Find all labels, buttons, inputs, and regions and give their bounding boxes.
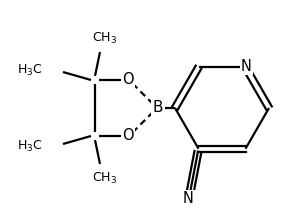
Text: B: B	[153, 100, 163, 116]
Text: N: N	[241, 59, 252, 74]
Text: O: O	[122, 73, 134, 87]
Text: N: N	[183, 191, 194, 206]
Text: CH$_3$: CH$_3$	[92, 30, 118, 46]
Text: O: O	[122, 129, 134, 143]
Text: H$_3$C: H$_3$C	[17, 138, 43, 154]
Text: H$_3$C: H$_3$C	[17, 62, 43, 78]
Text: CH$_3$: CH$_3$	[92, 170, 118, 186]
